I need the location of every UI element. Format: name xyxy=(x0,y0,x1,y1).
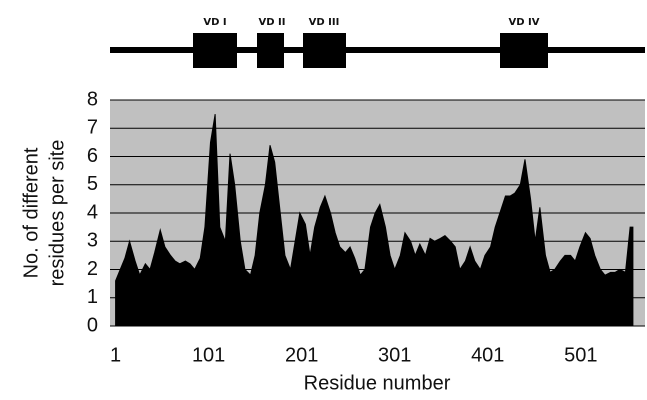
domain-box xyxy=(193,33,237,68)
domain-label: VD IV xyxy=(509,17,540,28)
domain-map: VD I VD II VD III VD IV xyxy=(110,17,645,68)
area xyxy=(115,114,634,327)
y-tick-label: 3 xyxy=(87,230,98,252)
domain-box xyxy=(257,33,284,68)
domain-box xyxy=(500,33,548,68)
x-tick-label: 301 xyxy=(378,344,411,366)
y-tick-label: 1 xyxy=(87,286,98,308)
y-tick-label: 0 xyxy=(87,314,98,336)
domain-label: VD II xyxy=(259,17,286,28)
x-axis-label: Residue number xyxy=(304,372,451,394)
domain-box xyxy=(303,33,346,68)
y-axis-label: residues per site xyxy=(46,140,68,287)
y-axis-label: No. of different xyxy=(20,147,42,278)
x-tick-label: 101 xyxy=(192,344,225,366)
y-tick-label: 4 xyxy=(87,201,98,223)
y-tick-label: 6 xyxy=(87,145,98,167)
y-tick-label: 7 xyxy=(87,117,98,139)
x-tick-label: 1 xyxy=(110,344,121,366)
x-tick-label: 201 xyxy=(285,344,318,366)
x-tick-label: 501 xyxy=(564,344,597,366)
domain-label: VD I xyxy=(203,17,226,28)
y-tick-label: 8 xyxy=(87,88,98,110)
x-tick-label: 401 xyxy=(471,344,504,366)
y-tick-label: 5 xyxy=(87,173,98,195)
y-tick-label: 2 xyxy=(87,258,98,280)
domain-label: VD III xyxy=(309,17,340,28)
